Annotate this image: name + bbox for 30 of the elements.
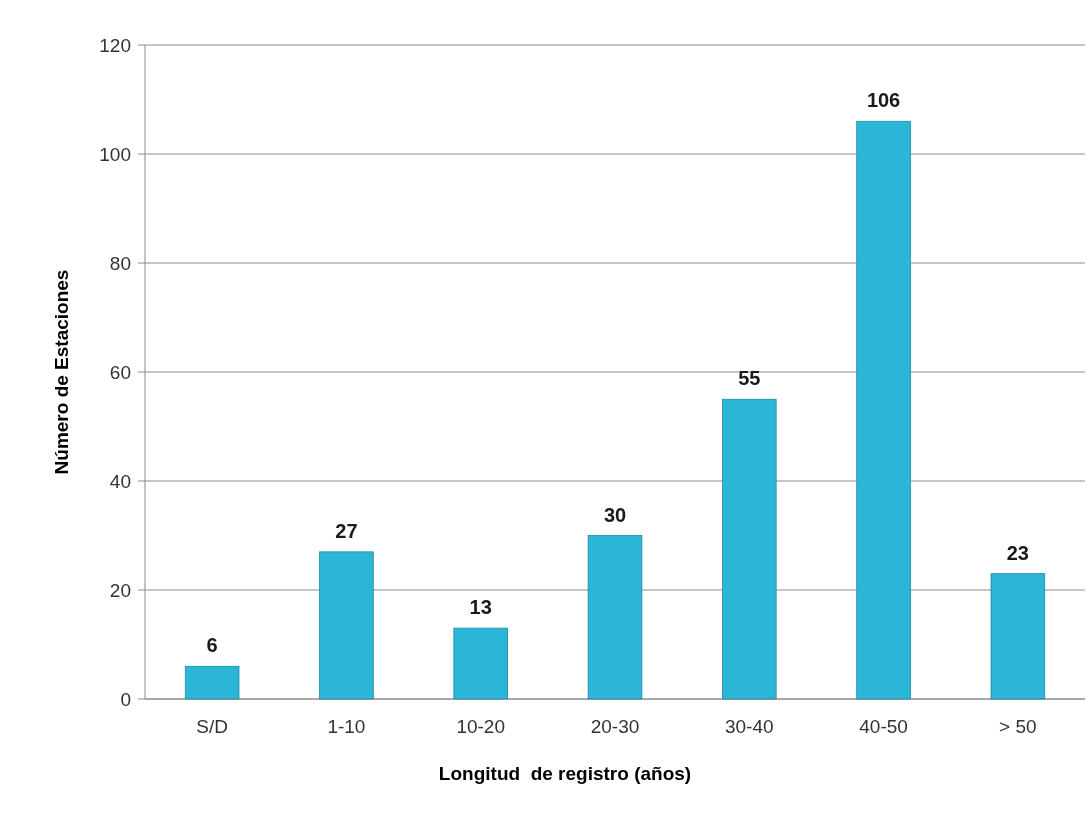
y-tick-label: 80 (109, 252, 131, 274)
y-tick-label: 0 (120, 688, 131, 710)
data-label: 55 (738, 367, 761, 390)
y-axis-title: Número de Estaciones (51, 269, 72, 475)
bar (587, 535, 643, 700)
data-label: 27 (335, 519, 358, 542)
data-label: 13 (469, 596, 492, 619)
data-label: 6 (206, 634, 218, 657)
data-label: 106 (866, 89, 901, 112)
x-tick-label: 1-10 (327, 716, 366, 737)
y-tick-label: 120 (99, 34, 131, 56)
bar (453, 627, 508, 700)
y-tick-label: 100 (99, 143, 131, 165)
x-tick-label: 20-30 (590, 716, 640, 737)
bar (990, 573, 1046, 700)
x-tick-label: > 50 (999, 716, 1037, 737)
bar (184, 665, 240, 700)
x-axis-title: Longitud de registro (años) (438, 763, 692, 784)
data-label: 30 (603, 503, 627, 526)
bar (856, 120, 911, 700)
x-tick-label: 10-20 (456, 716, 506, 737)
x-tick-label: 40-50 (859, 716, 908, 737)
data-label: 23 (1006, 541, 1029, 564)
bar (319, 551, 374, 700)
x-tick-label: 30-40 (724, 716, 774, 737)
y-tick-label: 20 (109, 579, 131, 601)
y-tick-label: 60 (109, 361, 131, 383)
y-tick-label: 40 (109, 470, 131, 492)
x-tick-label: S/D (196, 716, 228, 737)
bar (722, 398, 777, 700)
